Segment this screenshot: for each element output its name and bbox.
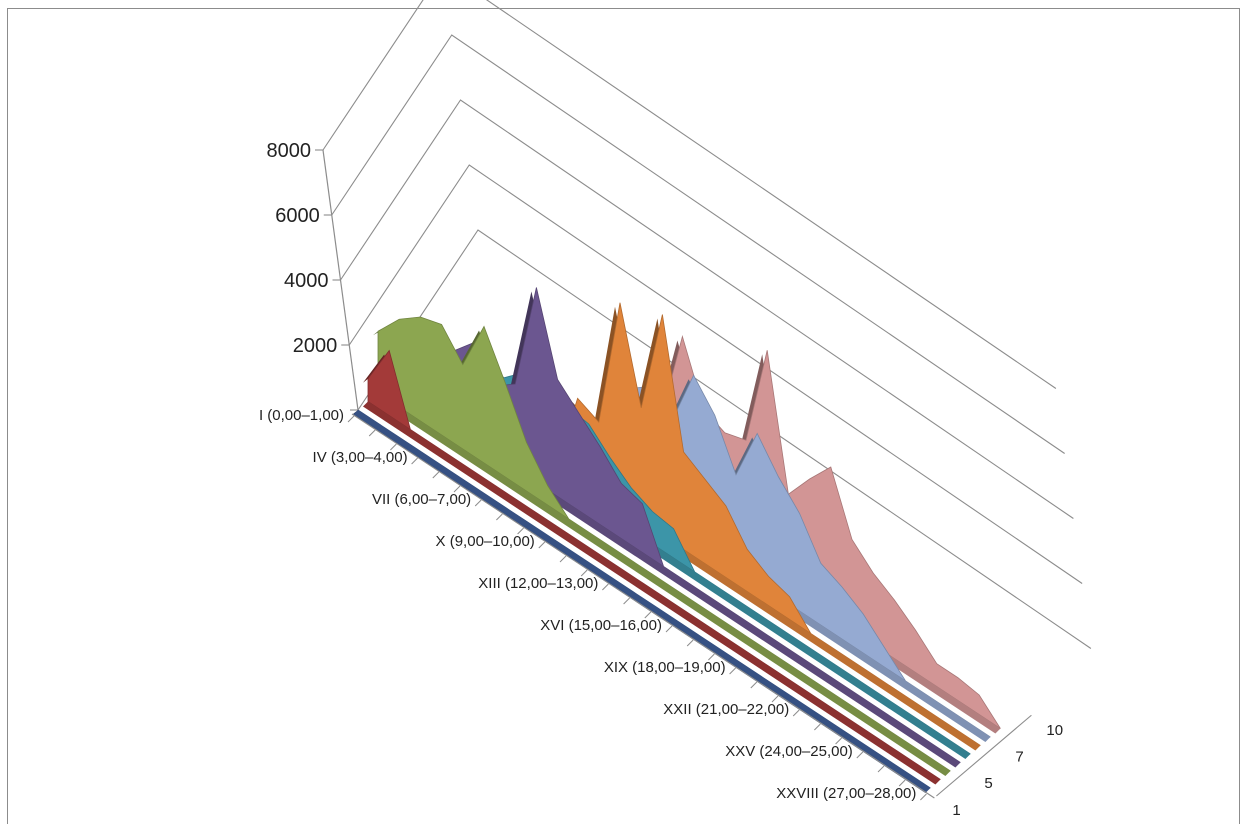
x-axis-line: [351, 413, 935, 799]
x-tick-mark: [771, 695, 779, 703]
x-tick-mark: [644, 611, 652, 619]
area-series: [373, 316, 951, 776]
x-tick-mark: [665, 625, 673, 633]
area-series: [353, 409, 931, 793]
series-axis-ticks: 1 5 7 10: [936, 714, 1063, 819]
y-tick-label: 6000: [275, 205, 320, 227]
x-axis-ticks: I (0,00–1,00) IV (3,00–4,00) VII (6,00–7,0…: [259, 407, 935, 802]
series-axis-line: [936, 714, 1032, 797]
x-tick-mark: [920, 793, 927, 801]
x-tick-mark: [390, 443, 397, 451]
x-tick-label: XVI (15,00–16,00): [540, 617, 662, 634]
x-tick-mark: [835, 737, 842, 745]
gridline: [348, 164, 1083, 584]
x-tick-mark: [517, 527, 524, 535]
y-tick-label: 8000: [267, 140, 312, 162]
x-tick-label: IV (3,00–4,00): [313, 449, 408, 466]
x-tick-mark: [368, 429, 376, 437]
series-layer: [353, 287, 1001, 793]
series-axis-label: 5: [984, 775, 992, 792]
x-tick-mark: [580, 569, 588, 577]
series-axis-label: 7: [1015, 748, 1023, 765]
area-base-ribbon: [353, 410, 931, 793]
series-axis-label: 1: [952, 802, 960, 819]
x-tick-mark: [686, 639, 694, 647]
series-axis-label: 10: [1046, 722, 1063, 739]
gridline: [322, 0, 1057, 389]
x-tick-label: XIX (18,00–19,00): [604, 659, 726, 676]
x-tick-mark: [708, 653, 715, 661]
x-tick-mark: [898, 779, 906, 787]
y-tick-label: 2000: [293, 335, 338, 357]
x-tick-mark: [538, 541, 546, 549]
gridline: [340, 99, 1074, 519]
x-tick-mark: [453, 485, 461, 493]
x-tick-label: XIII (12,00–13,00): [478, 575, 598, 592]
x-tick-mark: [877, 765, 885, 773]
x-tick-label: XXVIII (27,00–28,00): [776, 785, 916, 802]
x-tick-label: XXV (24,00–25,00): [725, 743, 853, 760]
x-tick-mark: [623, 597, 630, 605]
x-tick-mark: [496, 513, 503, 521]
y-tick-label: 4000: [284, 270, 329, 292]
x-tick-mark: [411, 457, 418, 465]
x-tick-mark: [792, 709, 800, 717]
x-tick-mark: [474, 499, 482, 507]
gridline: [331, 34, 1065, 454]
x-tick-mark: [814, 723, 821, 731]
x-tick-mark: [347, 415, 355, 423]
x-tick-label: VII (6,00–7,00): [372, 491, 471, 508]
area-base-ribbon: [373, 393, 951, 776]
x-tick-mark: [559, 555, 567, 563]
area-series: [363, 349, 941, 785]
x-tick-mark: [856, 751, 864, 759]
y-axis-ticks: 2000 4000 6000 8000: [267, 140, 338, 357]
x-tick-mark: [729, 667, 736, 675]
x-tick-label: X (9,00–10,00): [436, 533, 535, 550]
x-tick-mark: [602, 583, 609, 591]
x-tick-label: XXII (21,00–22,00): [663, 701, 789, 718]
x-tick-label: I (0,00–1,00): [259, 407, 344, 424]
area-base-ribbon: [363, 401, 941, 785]
x-tick-mark: [432, 471, 440, 479]
x-tick-mark: [750, 681, 758, 689]
